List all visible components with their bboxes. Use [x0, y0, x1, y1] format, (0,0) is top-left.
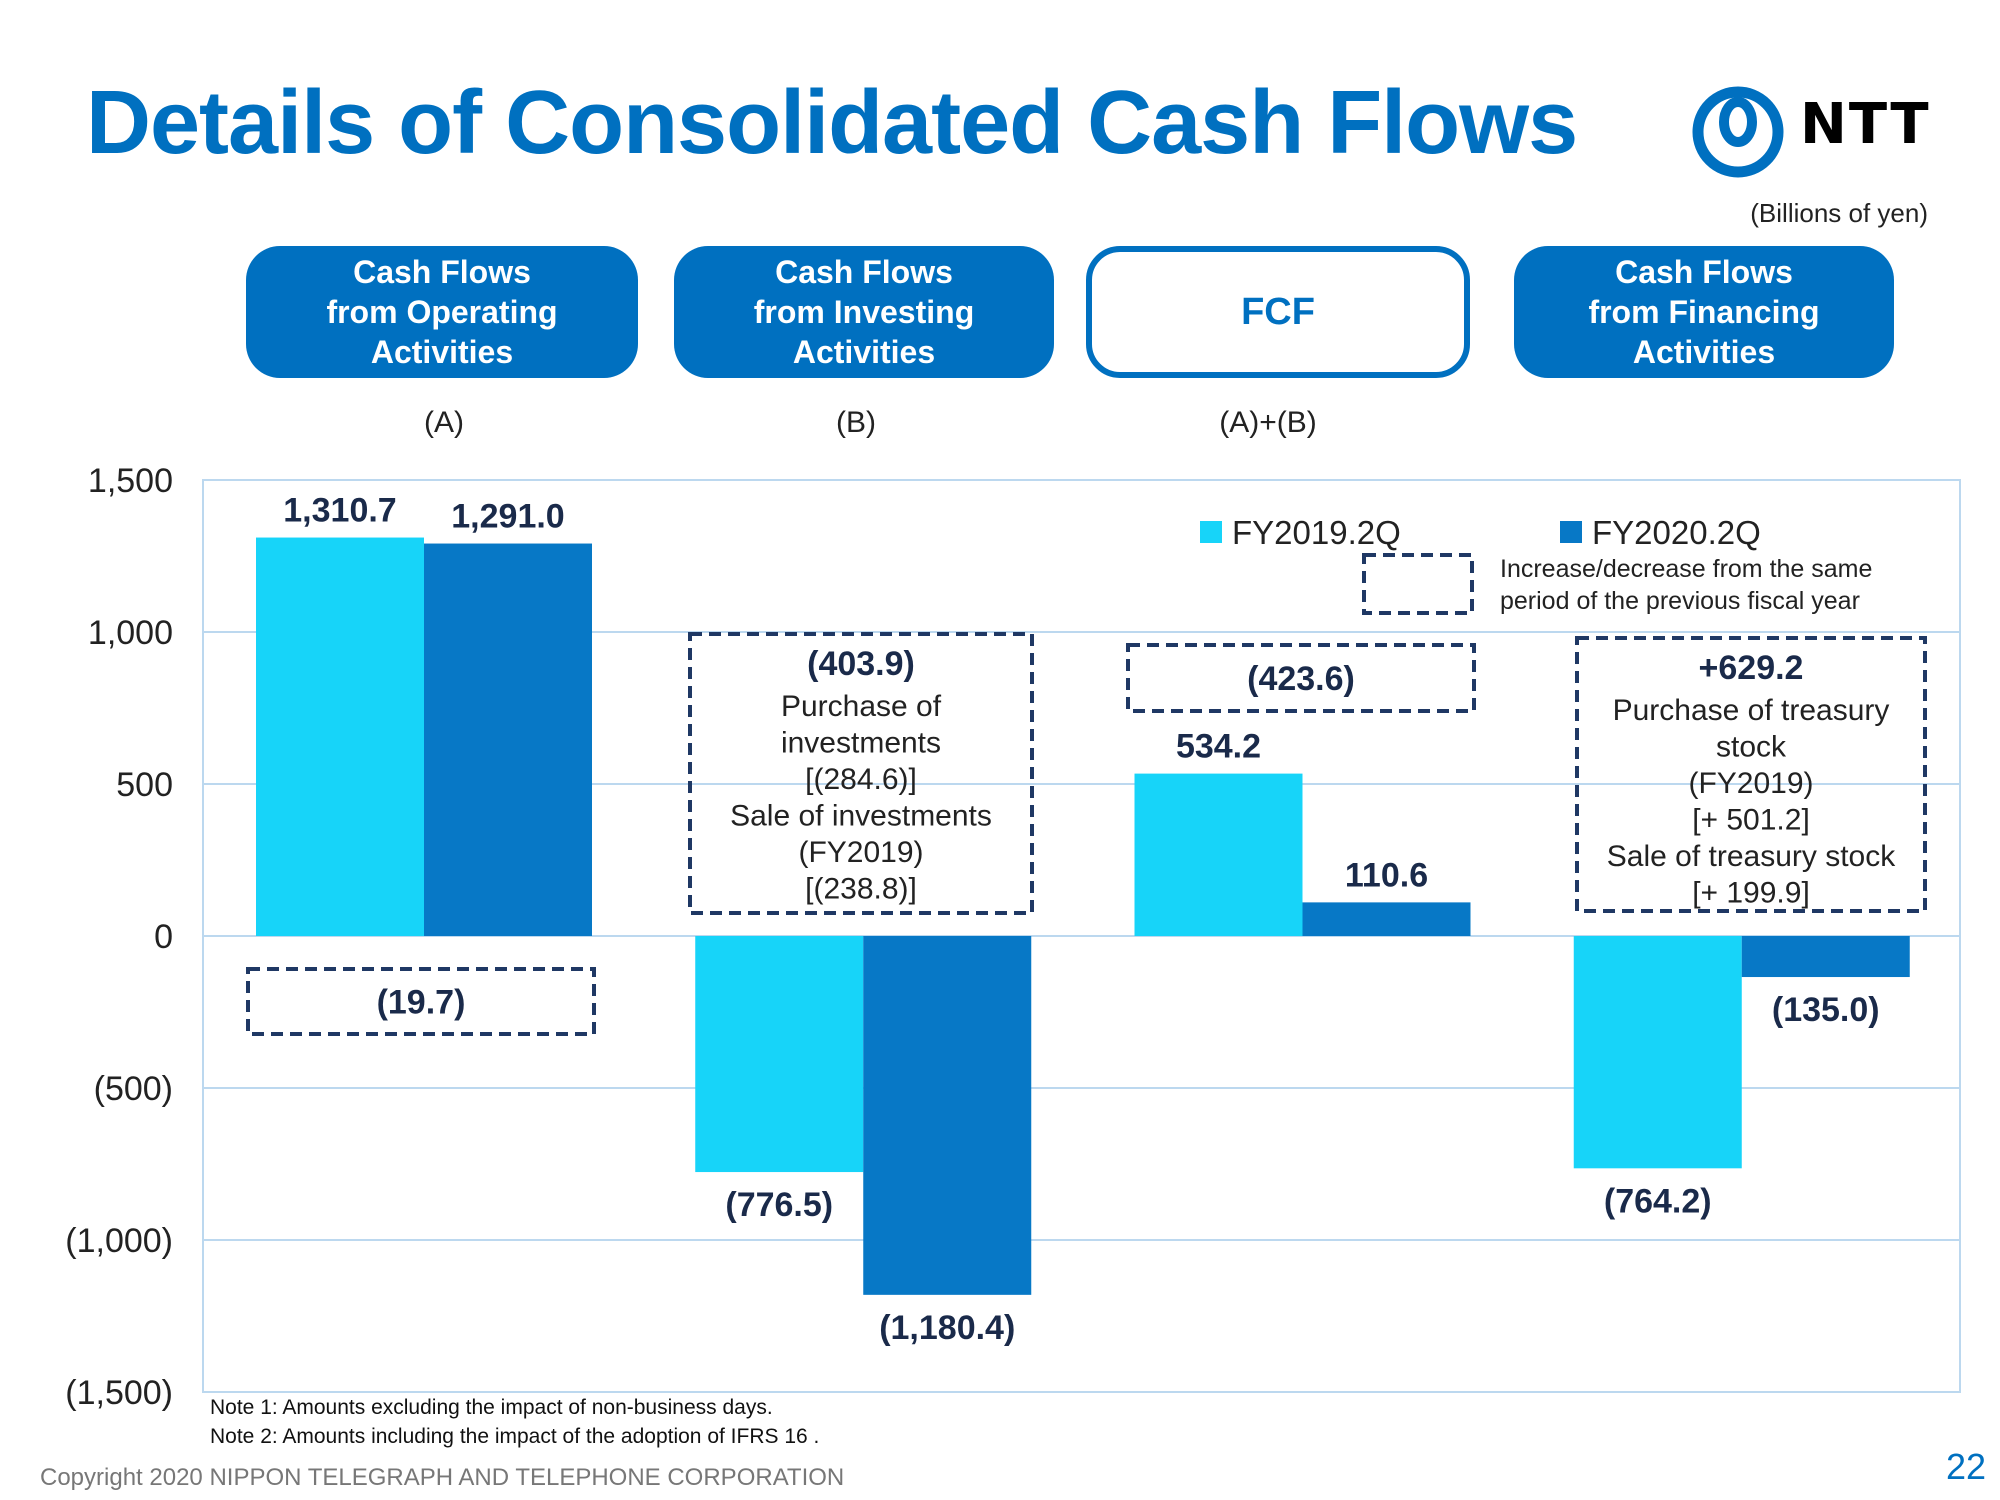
y-tick-label: 1,500 [88, 462, 173, 500]
bar-fy2019 [256, 537, 424, 936]
change-value-label: (423.6) [1247, 660, 1355, 698]
bar-value-label: (135.0) [1772, 991, 1880, 1029]
note-2: Note 2: Amounts including the impact of … [210, 1425, 820, 1448]
legend-dashed-box-swatch [1362, 553, 1474, 615]
bar-fy2020 [1302, 902, 1471, 936]
header-financing: Cash Flows from Financing Activities [1514, 246, 1894, 378]
bar-value-label: (1,180.4) [879, 1309, 1015, 1347]
bar-fy2019 [695, 936, 864, 1173]
legend-label-fy2020: FY2020.2Q [1592, 514, 1761, 551]
header-fcf-sub: (A)+(B) [1219, 406, 1317, 439]
units-label: (Billions of yen) [1750, 198, 1928, 228]
header-investing-sub: (B) [836, 406, 876, 439]
bar-value-label: (764.2) [1604, 1182, 1712, 1220]
bar-fy2019 [1573, 936, 1742, 1169]
header-fcf-label: FCF [1241, 291, 1315, 333]
ntt-logo-icon [1692, 86, 1784, 178]
change-detail-line: Purchase of treasury [1613, 694, 1890, 727]
header-operating-label: Cash Flows from Operating Activities [326, 254, 558, 370]
change-detail-line: stock [1716, 731, 1787, 764]
bar-value-label: (776.5) [725, 1186, 833, 1224]
page-number: 22 [1945, 1446, 1986, 1487]
header-fcf: FCF [1086, 246, 1470, 378]
change-value-label: (19.7) [377, 984, 466, 1022]
bar-fy2020 [1741, 936, 1910, 978]
header-financing-label: Cash Flows from Financing Activities [1588, 254, 1820, 370]
bar-value-label: 1,291.0 [451, 498, 564, 536]
change-detail-line: (FY2019) [798, 836, 923, 869]
legend-swatch-fy2019 [1200, 521, 1222, 543]
change-detail-line: Purchase of [781, 690, 942, 723]
legend-label-fy2019: FY2019.2Q [1232, 514, 1401, 551]
change-box [688, 632, 1034, 915]
logo-wordmark: NTT [1800, 92, 1931, 157]
legend-note-line: period of the previous fiscal year [1500, 587, 1860, 615]
change-box [246, 967, 596, 1036]
change-value-label: +629.2 [1699, 649, 1804, 687]
change-detail-line: (FY2019) [1688, 767, 1813, 800]
legend-note-line: Increase/decrease from the same [1500, 555, 1872, 583]
y-tick-label: (1,500) [65, 1374, 173, 1412]
y-tick-label: (1,000) [65, 1222, 173, 1260]
bar-value-label: 1,310.7 [283, 492, 396, 530]
bar-fy2019 [1134, 773, 1303, 936]
change-detail-line: [(238.8)] [805, 873, 917, 906]
y-tick-label: 0 [154, 918, 173, 956]
bar-fy2020 [424, 543, 592, 936]
change-detail-line: [+ 501.2] [1692, 804, 1810, 837]
y-tick-label: (500) [94, 1070, 173, 1108]
y-tick-label: 1,000 [88, 614, 173, 652]
change-box [1126, 643, 1476, 713]
change-detail-line: Sale of investments [730, 800, 992, 833]
page-title: Details of Consolidated Cash Flows [86, 73, 1578, 173]
copyright-text: Copyright 2020 NIPPON TELEGRAPH AND TELE… [40, 1464, 845, 1491]
change-detail-line: [(284.6)] [805, 763, 917, 796]
header-operating: Cash Flows from Operating Activities [246, 246, 638, 378]
ntt-logo: NTT [1690, 82, 1930, 182]
bar-value-label: 534.2 [1176, 728, 1261, 766]
change-detail-line: investments [781, 727, 941, 760]
note-1: Note 1: Amounts excluding the impact of … [210, 1396, 773, 1419]
change-box [1575, 636, 1927, 913]
bar-value-label: 110.6 [1345, 856, 1428, 894]
bar-fy2020 [863, 936, 1032, 1295]
header-operating-sub: (A) [424, 406, 464, 439]
change-value-label: (403.9) [807, 645, 915, 683]
header-investing-label: Cash Flows from Investing Activities [753, 254, 975, 370]
header-investing: Cash Flows from Investing Activities [674, 246, 1054, 378]
legend-swatch-fy2020 [1560, 521, 1582, 543]
change-detail-line: Sale of treasury stock [1607, 840, 1896, 873]
y-tick-label: 500 [116, 766, 173, 804]
change-detail-line: [+ 199.9] [1692, 877, 1810, 910]
